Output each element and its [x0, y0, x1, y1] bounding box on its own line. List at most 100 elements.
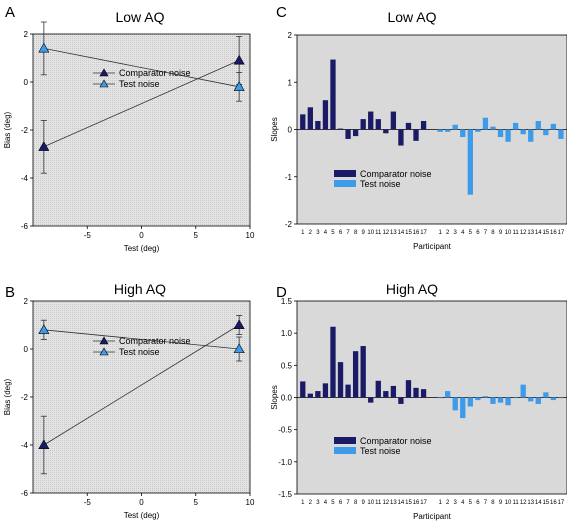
- x-tick-label: 13: [527, 230, 534, 236]
- legend-label: Test noise: [119, 347, 160, 357]
- x-tick-label: 10: [367, 500, 374, 506]
- x-tick-label: 5: [331, 500, 335, 506]
- x-tick-label: 13: [390, 230, 397, 236]
- x-tick-label: 13: [390, 500, 397, 506]
- x-tick-label: 4: [324, 230, 328, 236]
- bar: [383, 391, 389, 398]
- x-tick-label: 5: [469, 230, 473, 236]
- bar: [315, 391, 321, 398]
- bar: [352, 129, 359, 137]
- legend-label: Comparator noise: [119, 68, 191, 78]
- x-tick-label: 6: [339, 500, 343, 506]
- bar: [330, 326, 336, 398]
- y-tick-label: -2: [285, 220, 293, 229]
- bar: [497, 397, 504, 403]
- data-point: [233, 319, 245, 330]
- x-tick-label: 3: [316, 230, 320, 236]
- bar: [490, 126, 496, 130]
- x-tick-label: 13: [527, 500, 534, 506]
- x-tick-label: 7: [346, 500, 350, 506]
- legend-swatch: [334, 437, 356, 444]
- data-point: [38, 324, 50, 334]
- x-tick-label: 14: [535, 230, 542, 236]
- data-point: [233, 343, 245, 354]
- chart-title: Low AQ: [115, 9, 164, 25]
- bar: [337, 128, 344, 130]
- y-tick-label: -0.5: [278, 426, 292, 435]
- bar: [307, 393, 313, 398]
- x-tick-label: 11: [375, 500, 382, 506]
- x-tick-label: 0: [139, 231, 144, 240]
- x-tick-label: 17: [420, 230, 427, 236]
- bar: [535, 397, 541, 404]
- x-tick-label: 14: [535, 500, 542, 506]
- bar: [352, 351, 359, 398]
- chart-title: Low AQ: [387, 9, 436, 25]
- x-tick-label: 12: [520, 230, 527, 236]
- x-axis-label: Test (deg): [124, 511, 160, 520]
- x-tick-label: 1: [301, 230, 305, 236]
- y-tick-label: 1.0: [281, 329, 293, 338]
- x-tick-label: 2: [309, 230, 313, 236]
- bar: [405, 122, 412, 130]
- bar: [460, 129, 466, 138]
- bar: [375, 119, 381, 130]
- legend-label: Comparator noise: [360, 436, 432, 446]
- series-line: [43, 329, 240, 350]
- data-point: [38, 439, 50, 450]
- bar: [543, 129, 549, 136]
- plot-area: [32, 300, 251, 494]
- x-tick-label: 4: [461, 500, 465, 506]
- y-tick-label: 2: [24, 297, 29, 306]
- legend-marker: [99, 336, 109, 345]
- bar: [360, 119, 366, 130]
- x-tick-label: 15: [542, 500, 549, 506]
- bar: [445, 129, 451, 132]
- bar: [475, 397, 481, 401]
- y-tick-label: -2: [21, 393, 29, 402]
- bar: [413, 129, 419, 141]
- x-tick-label: 15: [405, 230, 412, 236]
- y-tick-label: -1: [285, 173, 293, 182]
- x-tick-label: 11: [513, 230, 520, 236]
- y-axis-label: Slopes: [270, 385, 279, 409]
- x-tick-label: -5: [84, 231, 92, 240]
- x-tick-label: 16: [550, 500, 557, 506]
- series-line: [43, 48, 240, 88]
- bar: [512, 122, 519, 130]
- y-tick-label: -6: [21, 489, 29, 498]
- x-tick-label: 7: [484, 230, 488, 236]
- x-tick-label: 2: [446, 230, 450, 236]
- x-tick-label: 1: [438, 230, 442, 236]
- x-tick-label: 6: [476, 500, 480, 506]
- x-tick-label: 15: [542, 230, 549, 236]
- x-tick-label: 8: [354, 500, 358, 506]
- y-tick-label: 1: [288, 78, 293, 87]
- series-line: [43, 324, 240, 446]
- x-tick-label: 15: [405, 500, 412, 506]
- y-tick-label: -1.0: [278, 458, 292, 467]
- x-axis-label: Test (deg): [124, 244, 160, 253]
- x-tick-label: 5: [331, 230, 335, 236]
- x-tick-label: 8: [491, 230, 495, 236]
- x-tick-label: 9: [362, 500, 366, 506]
- bar: [383, 129, 389, 134]
- x-tick-label: 0: [139, 498, 144, 507]
- bar: [368, 397, 374, 403]
- bar: [307, 107, 313, 130]
- x-tick-label: 10: [246, 231, 255, 240]
- bar: [322, 383, 329, 398]
- bar: [322, 100, 329, 130]
- y-tick-label: 2: [288, 31, 293, 40]
- panel-letter: D: [276, 284, 287, 301]
- bar: [497, 129, 504, 138]
- y-tick-label: 0: [24, 345, 29, 354]
- x-tick-label: 5: [469, 500, 473, 506]
- legend-label: Test noise: [119, 79, 160, 89]
- bar: [475, 129, 481, 132]
- x-axis-label: Participant: [413, 512, 452, 521]
- y-tick-label: 0: [24, 78, 29, 87]
- legend-label: Test noise: [360, 179, 401, 189]
- y-tick-label: -1.5: [278, 490, 292, 499]
